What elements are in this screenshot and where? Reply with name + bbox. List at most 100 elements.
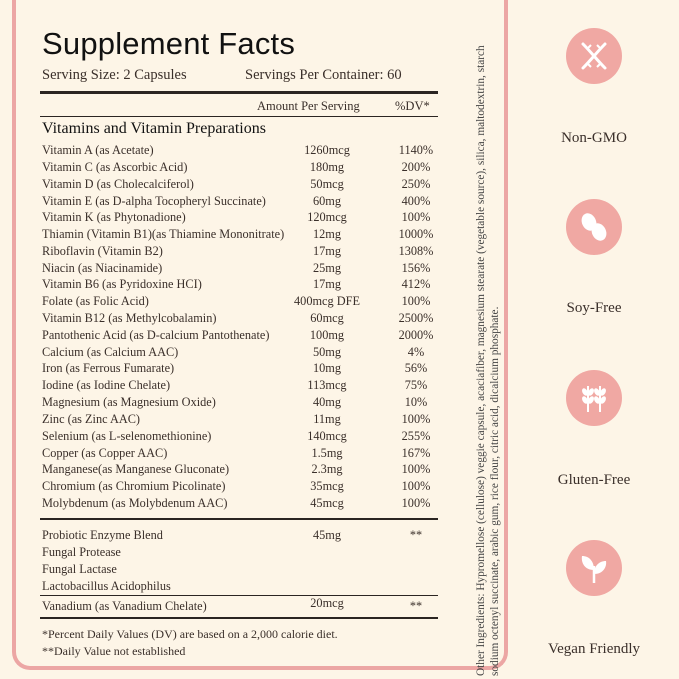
nutrient-name: Chromium (as Chromium Picolinate) xyxy=(42,479,226,493)
nutrient-row: Pantothenic Acid (as D-calcium Pantothen… xyxy=(42,328,440,344)
nutrient-row: Selenium (as L-selenomethionine) 140mcg 25… xyxy=(42,429,440,445)
probiotic-item: Lactobacillus Acidophilus xyxy=(42,579,171,593)
nutrient-name: Iodine (as Iodine Chelate) xyxy=(42,378,171,392)
other-ingredients: Other Ingredients: Hypromellose (cellulo… xyxy=(475,45,501,676)
header-amount: Amount Per Serving xyxy=(257,99,360,113)
nutrient-name: Vitamin E (as D-alpha Tocopheryl Succina… xyxy=(42,194,266,208)
nutrient-amount: 180mg xyxy=(309,160,345,174)
serving-size: Serving Size: 2 Capsules xyxy=(42,67,187,83)
nutrient-dv: 156% xyxy=(401,261,431,275)
nutrient-row: Vitamin C (as Ascorbic Acid) 180mg 200% xyxy=(42,160,440,176)
nutrient-row: Iron (as Ferrous Fumarate) 10mg 56% xyxy=(42,361,440,377)
nutrient-row: Calcium (as Calcium AAC) 50mg 4% xyxy=(42,345,440,361)
nutrient-dv: 200% xyxy=(401,160,431,174)
nutrient-name: Thiamin (Vitamin B1)(as Thiamine Mononit… xyxy=(42,227,285,241)
vanadium-row: Vanadium (as Vanadium Chelate) 20mcg ** xyxy=(42,596,440,615)
nutrient-amount: 2.3mg xyxy=(311,462,343,476)
page-title: Supplement Facts xyxy=(42,26,296,61)
divider-probiotic xyxy=(40,518,438,520)
nutrient-name: Vitamin B6 (as Pyridoxine HCI) xyxy=(42,277,202,291)
nutrient-name: Magnesium (as Magnesium Oxide) xyxy=(42,395,216,409)
divider-thin xyxy=(40,116,438,117)
nutrient-dv: ** xyxy=(409,599,423,613)
nutrient-dv: 167% xyxy=(401,446,431,460)
nutrient-dv: 2000% xyxy=(398,328,434,342)
badge-label-gluten-free: Gluten-Free xyxy=(557,472,631,488)
nutrient-row: Vitamin D (as Cholecalciferol) 50mcg 250% xyxy=(42,177,440,193)
nutrient-amount: 45mg xyxy=(312,528,341,542)
nutrient-amount: 400mcg DFE xyxy=(294,294,360,308)
nutrient-dv: 255% xyxy=(401,429,431,443)
nutrient-row: Folate (as Folic Acid) 400mcg DFE 100% xyxy=(42,294,440,310)
nutrient-name: Vitamin A (as Acetate) xyxy=(42,143,154,157)
nutrient-row: Copper (as Copper AAC) 1.5mg 167% xyxy=(42,446,440,462)
nutrient-amount: 17mg xyxy=(312,277,341,291)
nutrient-dv: 100% xyxy=(401,210,431,224)
nutrient-row: Niacin (as Niacinamide) 25mg 156% xyxy=(42,261,440,277)
nutrient-dv: 100% xyxy=(401,294,431,308)
nutrient-name: Iron (as Ferrous Fumarate) xyxy=(42,361,175,375)
nutrient-amount: 10mg xyxy=(312,361,341,375)
nutrient-amount: 17mg xyxy=(312,244,341,258)
nutrient-row: Vitamin B6 (as Pyridoxine HCI) 17mg 412% xyxy=(42,277,440,293)
nutrient-amount: 60mg xyxy=(312,194,341,208)
nutrient-name: Copper (as Copper AAC) xyxy=(42,446,168,460)
nutrient-row: Manganese(as Manganese Gluconate) 2.3mg 10… xyxy=(42,462,440,478)
nutrient-amount: 25mg xyxy=(312,261,341,275)
nutrient-row: Iodine (as Iodine Chelate) 113mcg 75% xyxy=(42,378,440,394)
nutrient-name: Zinc (as Zinc AAC) xyxy=(42,412,141,426)
divider-thick xyxy=(40,91,438,94)
nutrient-dv: 100% xyxy=(401,496,431,510)
section-title: Vitamins and Vitamin Preparations xyxy=(42,120,266,137)
nutrient-name: Vanadium (as Vanadium Chelate) xyxy=(42,599,207,613)
badge-label-vegan-friendly: Vegan Friendly xyxy=(547,641,641,657)
nutrient-amount: 20mcg xyxy=(310,596,344,610)
nutrient-amount: 45mcg xyxy=(310,496,344,510)
footnote-not-established: **Daily Value not established xyxy=(42,644,186,658)
nutrient-dv: 75% xyxy=(404,378,428,392)
divider-footnote xyxy=(40,617,438,619)
nutrient-amount: 11mg xyxy=(313,412,341,426)
nutrient-dv: 100% xyxy=(401,479,431,493)
nutrient-row: Chromium (as Chromium Picolinate) 35mcg 10… xyxy=(42,479,440,495)
nutrient-row: Thiamin (Vitamin B1)(as Thiamine Mononit… xyxy=(42,227,440,243)
nutrient-name: Niacin (as Niacinamide) xyxy=(42,261,163,275)
nutrient-dv: ** xyxy=(409,528,423,542)
nutrient-amount: 100mg xyxy=(309,328,345,342)
divider-vanadium xyxy=(40,595,438,596)
nutrient-amount: 50mg xyxy=(312,345,341,359)
nutrient-name: Manganese(as Manganese Gluconate) xyxy=(42,462,230,476)
nutrient-dv: 100% xyxy=(401,462,431,476)
nutrient-amount: 120mcg xyxy=(307,210,347,224)
nutrient-dv: 250% xyxy=(401,177,431,191)
nutrient-amount: 60mcg xyxy=(310,311,344,325)
nutrient-name: Calcium (as Calcium AAC) xyxy=(42,345,179,359)
nutrient-dv: 4% xyxy=(407,345,425,359)
nutrient-name: Riboflavin (Vitamin B2) xyxy=(42,244,163,258)
nutrient-row: Vitamin E (as D-alpha Tocopheryl Succina… xyxy=(42,194,440,210)
nutrient-name: Folate (as Folic Acid) xyxy=(42,294,149,308)
nutrient-dv: 1308% xyxy=(398,244,434,258)
nutrient-dv: 1000% xyxy=(398,227,434,241)
nutrient-name: Probiotic Enzyme Blend xyxy=(42,528,163,542)
nutrient-name: Vitamin B12 (as Methylcobalamin) xyxy=(42,311,217,325)
nutrient-amount: 50mcg xyxy=(310,177,344,191)
nutrient-dv: 100% xyxy=(401,412,431,426)
nutrient-dv: 10% xyxy=(404,395,428,409)
nutrient-dv: 1140% xyxy=(398,143,434,157)
dna-icon xyxy=(566,28,622,84)
nutrient-dv: 412% xyxy=(401,277,431,291)
nutrient-name: Molybdenum (as Molybdenum AAC) xyxy=(42,496,228,510)
leaf-icon xyxy=(566,540,622,596)
nutrient-row: Riboflavin (Vitamin B2) 17mg 1308% xyxy=(42,244,440,260)
wheat-icon xyxy=(566,370,622,426)
nutrient-row: Magnesium (as Magnesium Oxide) 40mg 10% xyxy=(42,395,440,411)
nutrient-dv: 400% xyxy=(401,194,431,208)
probiotic-row: Probiotic Enzyme Blend 45mg ** xyxy=(42,528,440,544)
nutrient-row: Vitamin A (as Acetate) 1260mcg 1140% xyxy=(42,143,440,159)
nutrient-row: Vitamin B12 (as Methylcobalamin) 60mcg 250… xyxy=(42,311,440,327)
nutrient-amount: 35mcg xyxy=(310,479,344,493)
badge-label-soy-free: Soy-Free xyxy=(566,300,622,316)
footnote-dv: *Percent Daily Values (DV) are based on … xyxy=(42,627,338,641)
nutrient-row: Vitamin K (as Phytonadione) 120mcg 100% xyxy=(42,210,440,226)
